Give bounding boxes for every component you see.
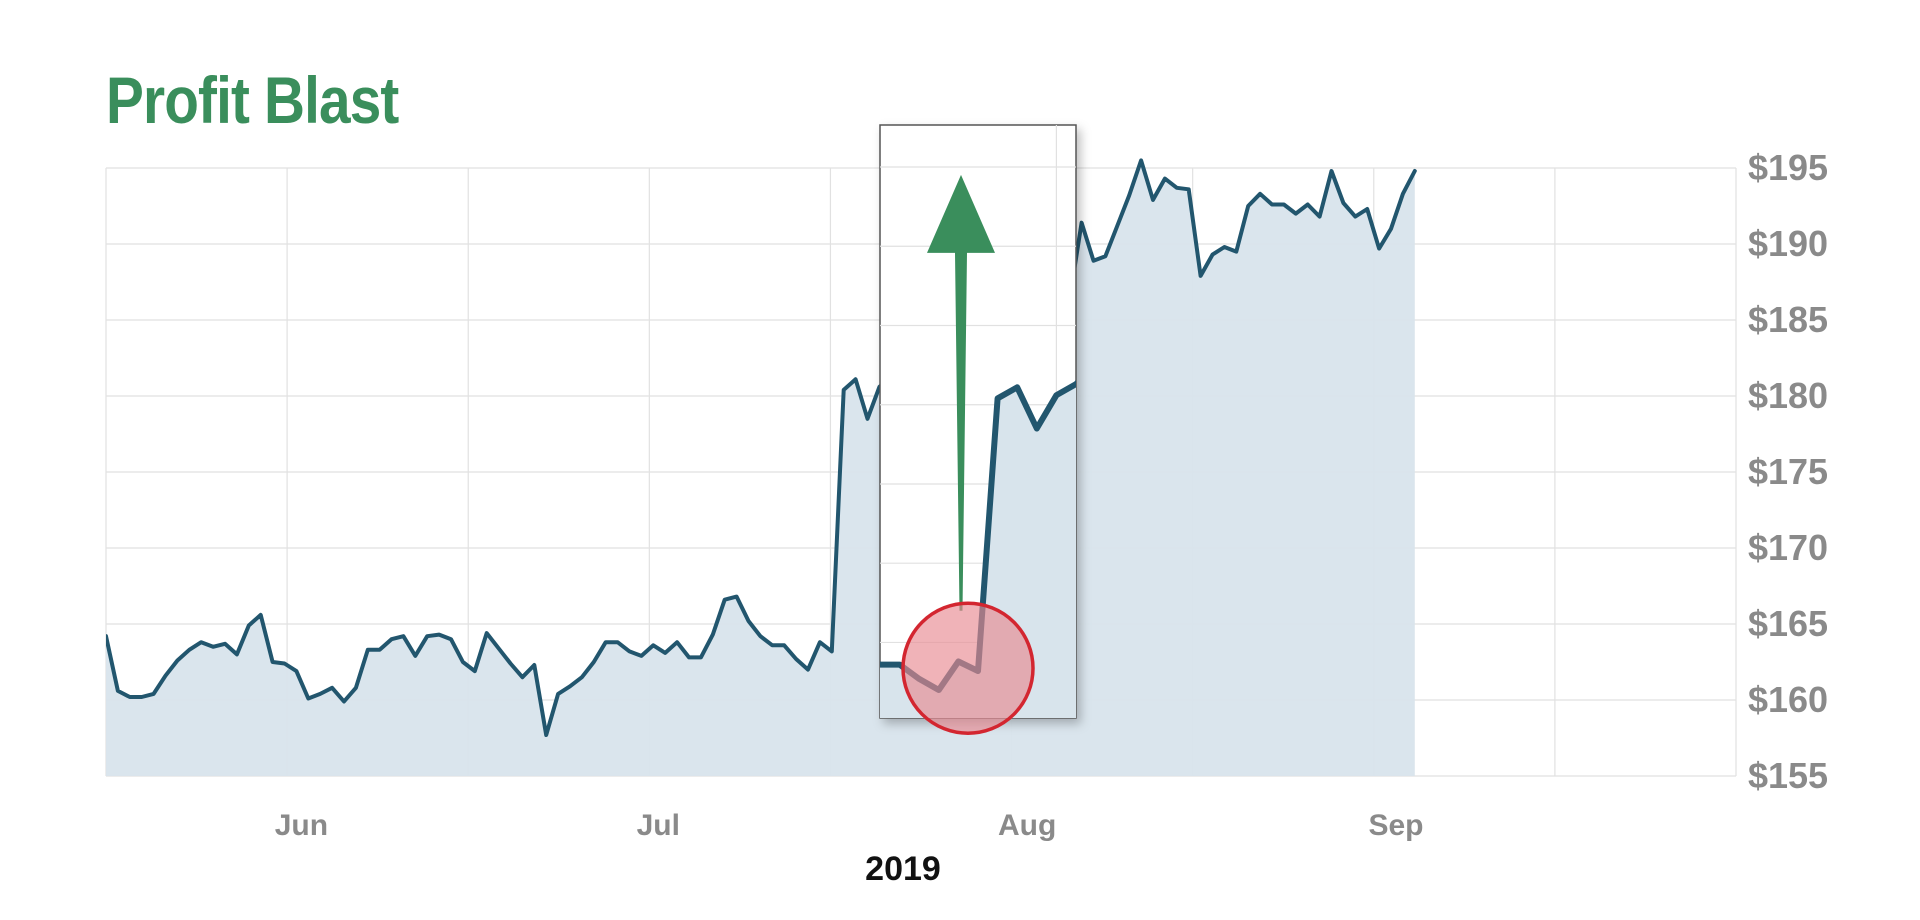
y-tick-label: $155 — [1748, 755, 1828, 796]
y-tick-label: $180 — [1748, 375, 1828, 416]
y-tick-label: $190 — [1748, 223, 1828, 264]
x-axis-ticks: Jun Jul Aug Sep — [275, 809, 1424, 842]
y-tick-label: $160 — [1748, 679, 1828, 720]
chart-title: Profit Blast — [106, 63, 399, 137]
area-series — [106, 158, 1417, 776]
up-arrow-icon — [927, 174, 995, 611]
x-tick-label: Sep — [1368, 809, 1423, 842]
y-tick-label: $185 — [1748, 299, 1828, 340]
x-tick-label: Jun — [275, 809, 328, 842]
y-axis-ticks: $155 $160 $165 $170 $175 $180 $185 $190 $195 — [1748, 147, 1828, 796]
highlight-circle — [901, 601, 1035, 735]
y-tick-label: $175 — [1748, 451, 1828, 492]
zoom-inset — [879, 124, 1077, 735]
series-line — [106, 158, 1417, 737]
y-tick-label: $195 — [1748, 147, 1828, 188]
area-fill — [106, 160, 1415, 776]
y-tick-label: $170 — [1748, 527, 1828, 568]
y-tick-label: $165 — [1748, 603, 1828, 644]
x-tick-label: Aug — [998, 809, 1056, 842]
x-axis-year-label: 2019 — [865, 850, 941, 888]
x-tick-label: Jul — [637, 809, 680, 842]
inset-area-fill — [880, 384, 1076, 718]
